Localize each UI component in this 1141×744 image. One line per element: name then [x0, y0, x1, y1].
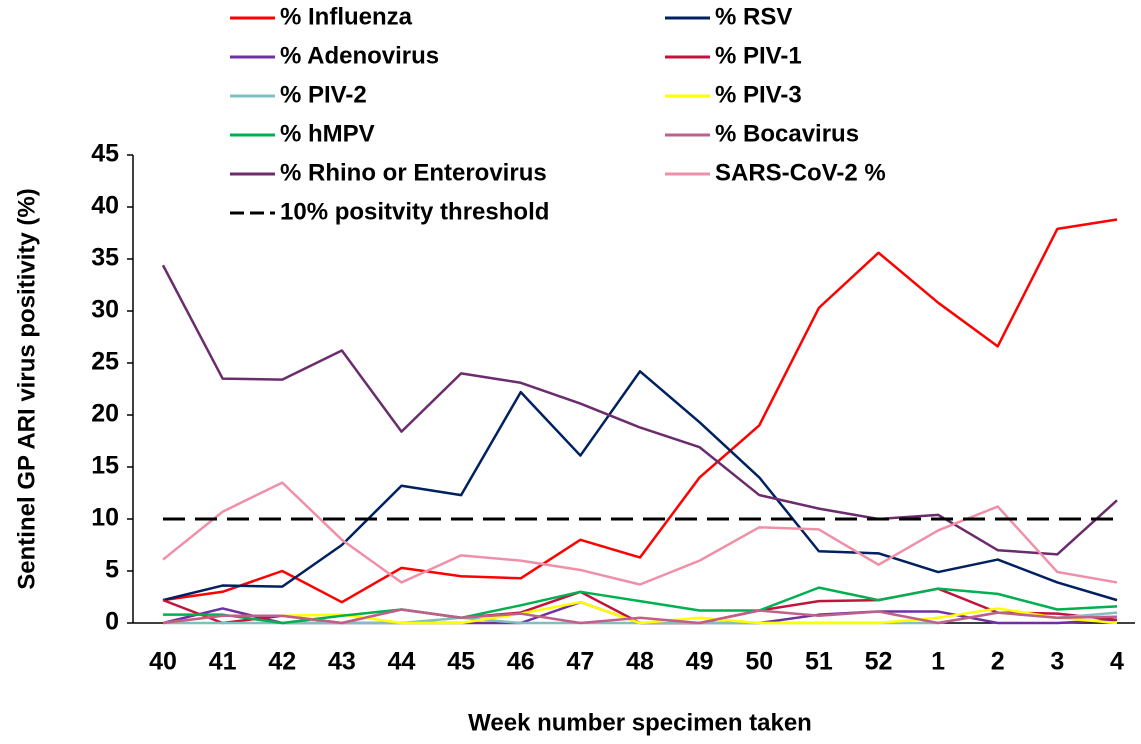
x-tick-label: 1 — [931, 648, 945, 676]
y-tick-label: 25 — [91, 348, 119, 376]
y-tick-label: 15 — [91, 452, 119, 480]
legend-label: % Influenza — [280, 3, 413, 30]
x-tick-label: 40 — [149, 648, 177, 676]
legend-label: % PIV-2 — [280, 81, 367, 108]
x-tick-label: 3 — [1050, 648, 1064, 676]
legend-label: % Adenovirus — [280, 42, 439, 69]
x-tick-label: 2 — [991, 648, 1005, 676]
x-tick-label: 48 — [626, 648, 654, 676]
y-tick-label: 35 — [91, 244, 119, 272]
series-line — [162, 370, 1118, 602]
series-line — [162, 481, 1118, 586]
x-axis-title: Week number specimen taken — [468, 709, 812, 736]
x-tick-label: 42 — [268, 648, 296, 676]
x-tick-label: 47 — [566, 648, 594, 676]
legend-label: SARS-CoV-2 % — [715, 159, 886, 186]
y-tick-label: 0 — [105, 608, 119, 636]
x-tick-label: 41 — [209, 648, 237, 676]
x-tick-label: 45 — [447, 648, 475, 676]
y-tick-label: 5 — [105, 556, 119, 584]
series-line — [162, 600, 1118, 625]
y-axis-title: Sentinel GP ARI virus positivity (%) — [13, 188, 40, 589]
x-tick-label: 43 — [328, 648, 356, 676]
y-tick-label: 40 — [91, 192, 119, 220]
x-tick-label: 49 — [686, 648, 714, 676]
x-tick-label: 52 — [865, 648, 893, 676]
legend-label: % Rhino or Enterovirus — [280, 159, 547, 186]
x-tick-label: 50 — [745, 648, 773, 676]
x-tick-label: 46 — [507, 648, 535, 676]
y-tick-label: 20 — [91, 400, 119, 428]
series-line — [161, 264, 1118, 556]
y-tick-label: 30 — [91, 296, 119, 324]
series-line — [162, 218, 1118, 604]
legend-label: % PIV-3 — [715, 81, 802, 108]
legend-label: 10% positvity threshold — [280, 198, 549, 225]
legend-label: % Bocavirus — [715, 120, 859, 147]
series-line — [162, 608, 1118, 625]
y-tick-label: 45 — [91, 140, 119, 168]
y-tick-label: 10 — [91, 504, 119, 532]
x-tick-label: 44 — [388, 648, 416, 676]
legend-label: % hMPV — [280, 120, 375, 147]
x-tick-label: 51 — [805, 648, 833, 676]
legend-label: % PIV-1 — [715, 42, 802, 69]
legend-label: % RSV — [715, 3, 792, 30]
x-tick-label: 4 — [1110, 648, 1124, 676]
series-line — [163, 586, 1118, 625]
